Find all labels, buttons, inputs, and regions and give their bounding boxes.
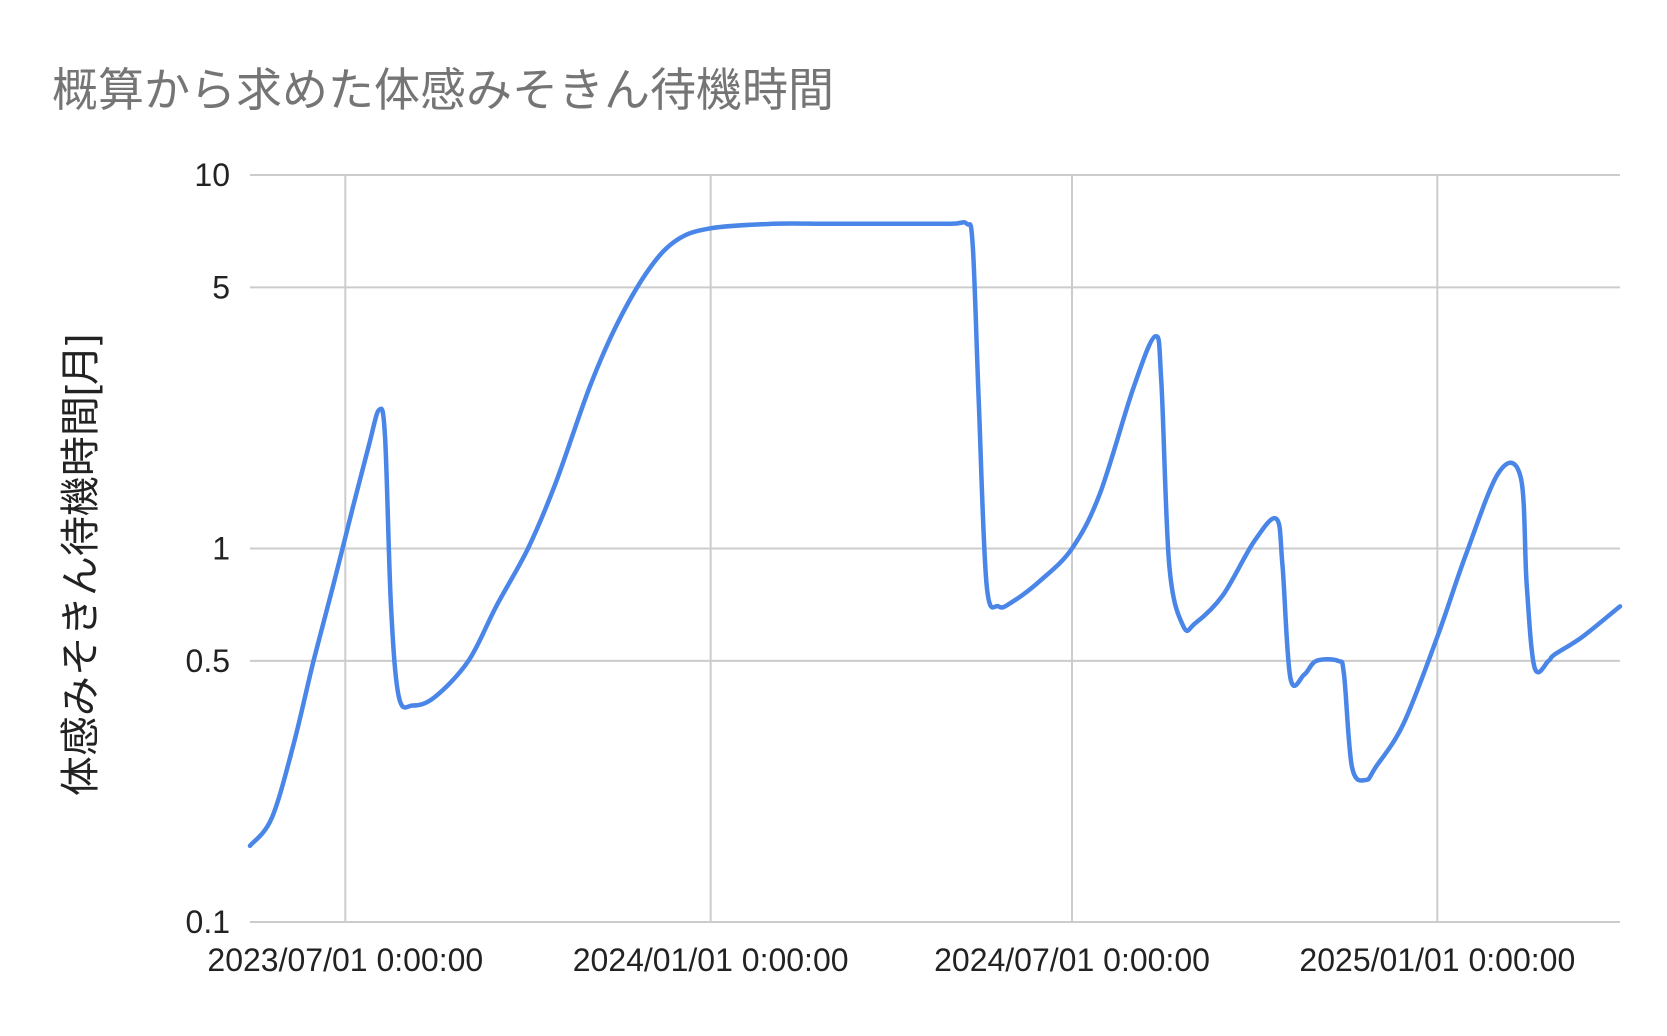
gridlines: [250, 174, 1620, 923]
x-axis-ticks: 2023/07/01 0:00:00 2024/01/01 0:00:00 2024…: [207, 942, 1575, 978]
x-tick-label: 2024/01/01 0:00:00: [573, 942, 849, 978]
series-line-group: [247, 220, 1623, 849]
y-tick-label: 5: [212, 269, 230, 305]
series-line: [247, 220, 1623, 849]
x-tick-label: 2024/07/01 0:00:00: [934, 942, 1210, 978]
y-tick-label: 0.5: [186, 643, 230, 679]
x-tick-label: 2023/07/01 0:00:00: [207, 942, 483, 978]
y-tick-label: 10: [194, 157, 230, 193]
x-tick-label: 2025/01/01 0:00:00: [1299, 942, 1575, 978]
y-tick-label: 0.1: [186, 904, 230, 940]
y-axis-ticks: 10 5 1 0.5 0.1: [186, 157, 230, 940]
y-tick-label: 1: [212, 531, 230, 567]
chart-title: 概算から求めた体感みそきん待機時間: [52, 64, 834, 116]
y-axis-label: 体感みそきん待機時間[月]: [59, 334, 103, 796]
